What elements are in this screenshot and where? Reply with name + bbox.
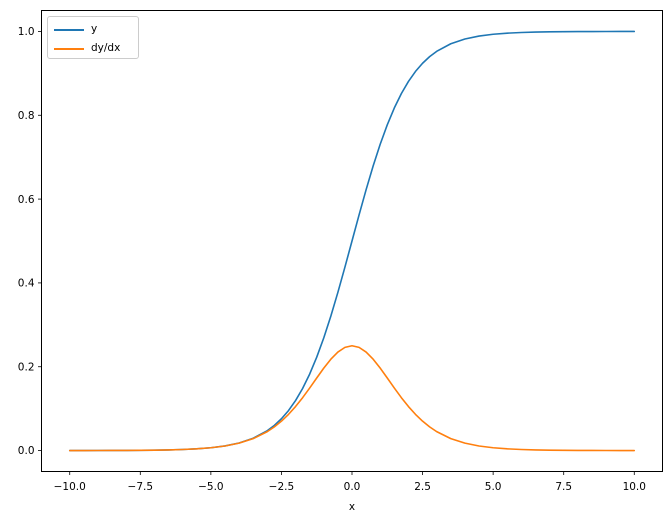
x-tick-label: 2.5 bbox=[414, 481, 431, 493]
x-tick-label: 7.5 bbox=[555, 481, 572, 493]
legend: y dy/dx bbox=[47, 16, 139, 59]
series-line-dydx bbox=[68, 344, 636, 452]
x-tick-label: 0.0 bbox=[344, 481, 361, 493]
legend-line-swatch-dydx bbox=[54, 47, 84, 50]
x-tick-label: −2.5 bbox=[269, 481, 295, 493]
legend-entry: dy/dx bbox=[48, 41, 138, 56]
series-line-y bbox=[68, 30, 636, 452]
legend-entry: y bbox=[48, 22, 138, 37]
y-tick-label: 0.6 bbox=[18, 194, 35, 206]
x-tick-label: −10.0 bbox=[54, 481, 86, 493]
legend-line-swatch-y bbox=[54, 28, 84, 31]
x-tick-label: 5.0 bbox=[485, 481, 502, 493]
y-tick-label: 1.0 bbox=[18, 26, 35, 38]
x-axis-label: x bbox=[348, 501, 356, 513]
x-tick-label: 10.0 bbox=[623, 481, 646, 493]
x-tick-label: −5.0 bbox=[198, 481, 224, 493]
y-tick-label: 0.8 bbox=[18, 110, 35, 122]
legend-label-y: y bbox=[91, 23, 98, 35]
legend-label-dydx: dy/dx bbox=[91, 42, 121, 54]
x-tick-label: −7.5 bbox=[128, 481, 154, 493]
y-tick-label: 0.0 bbox=[18, 445, 35, 457]
y-tick-label: 0.4 bbox=[18, 278, 35, 290]
y-tick-label: 0.2 bbox=[18, 361, 35, 373]
